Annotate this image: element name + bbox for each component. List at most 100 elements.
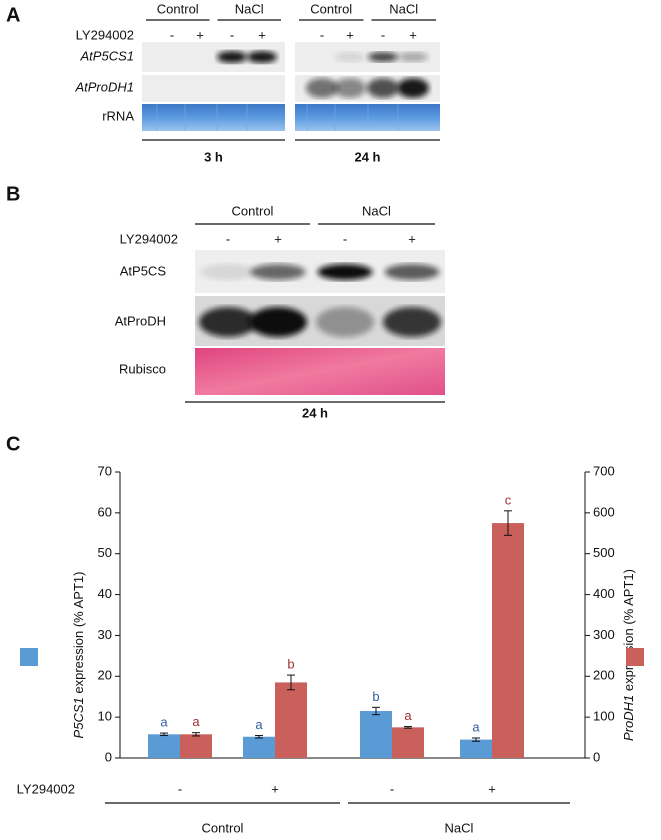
x-group-label: NaCl xyxy=(445,820,474,835)
y2-tick-label: 600 xyxy=(593,504,615,519)
condition-label: Control xyxy=(232,203,274,218)
condition-label: Control xyxy=(310,1,352,16)
row-label: AtProDH xyxy=(115,313,166,328)
legend-swatch xyxy=(626,648,644,666)
y2-axis-unit: expression (% APT1) xyxy=(621,569,636,695)
blot-band xyxy=(247,51,277,63)
y2-tick-label: 700 xyxy=(593,463,615,478)
x-tick-label: - xyxy=(390,781,394,796)
y2-axis-gene: ProDH1 xyxy=(621,695,636,741)
blot-band xyxy=(317,264,373,280)
row-label: AtP5CS xyxy=(120,263,167,278)
bar xyxy=(148,734,180,758)
y-axis-label: P5CS1 expression (% APT1) xyxy=(71,572,86,739)
y2-tick-label: 300 xyxy=(593,627,615,642)
y2-tick-label: 0 xyxy=(593,749,600,764)
row-label: AtProDH1 xyxy=(74,79,134,94)
x-group-label: Control xyxy=(202,820,244,835)
y2-tick-label: 200 xyxy=(593,668,615,683)
bar xyxy=(492,523,524,758)
row-label: AtP5CS1 xyxy=(80,48,134,63)
significance-letter: a xyxy=(160,715,168,730)
blot xyxy=(142,75,285,102)
y2-tick-label: 400 xyxy=(593,586,615,601)
lane-sign: - xyxy=(320,27,324,42)
treatment-label: LY294002 xyxy=(120,231,178,246)
time-label: 24 h xyxy=(302,405,328,420)
x-tick-label: - xyxy=(178,781,182,796)
bar xyxy=(460,739,492,758)
blot-band xyxy=(368,52,398,62)
blot-band xyxy=(306,78,338,98)
blot-band xyxy=(383,307,441,337)
y2-tick-label: 100 xyxy=(593,709,615,724)
error-bar xyxy=(287,674,295,691)
x-tick-label: + xyxy=(488,781,496,796)
y-tick-label: 70 xyxy=(98,463,112,478)
error-bar xyxy=(404,726,412,729)
bar xyxy=(243,736,275,758)
y-tick-label: 30 xyxy=(98,627,112,642)
significance-letter: c xyxy=(505,492,512,507)
panel-letter: A xyxy=(6,4,20,26)
lane-sign: + xyxy=(408,231,416,246)
significance-letter: a xyxy=(192,714,200,729)
lane-sign: - xyxy=(226,231,230,246)
significance-letter: b xyxy=(372,689,379,704)
blot xyxy=(295,104,440,131)
condition-label: NaCl xyxy=(235,1,264,16)
condition-label: Control xyxy=(157,1,199,16)
blot-band xyxy=(397,78,429,98)
bar xyxy=(275,682,307,758)
blot xyxy=(142,104,285,131)
blot-band xyxy=(217,51,247,63)
y-tick-label: 60 xyxy=(98,504,112,519)
blot-band xyxy=(250,264,306,280)
bar xyxy=(392,727,424,758)
panel-letter: C xyxy=(6,433,20,455)
y-tick-label: 20 xyxy=(98,668,112,683)
error-bar xyxy=(372,706,380,716)
legend-swatch xyxy=(20,648,38,666)
blot-band xyxy=(398,52,428,62)
y-axis-gene: P5CS1 xyxy=(71,697,86,738)
blot-band xyxy=(200,264,256,280)
blot-band xyxy=(367,78,399,98)
row-label: Rubisco xyxy=(119,361,166,376)
blot-band xyxy=(199,307,257,337)
lane-sign: + xyxy=(258,27,266,42)
panel-letter: B xyxy=(6,183,20,205)
error-bar xyxy=(192,732,200,737)
y-axis-unit: expression (% APT1) xyxy=(71,572,86,698)
error-bar xyxy=(160,732,168,737)
error-bar xyxy=(255,735,263,739)
lane-sign: - xyxy=(381,27,385,42)
y-tick-label: 40 xyxy=(98,586,112,601)
time-label: 24 h xyxy=(354,149,380,164)
blot-band xyxy=(334,78,366,98)
blot xyxy=(195,348,445,395)
treatment-label: LY294002 xyxy=(17,781,75,796)
error-bar xyxy=(504,510,512,536)
bar xyxy=(360,711,392,758)
condition-label: NaCl xyxy=(389,1,418,16)
lane-sign: + xyxy=(346,27,354,42)
bar xyxy=(180,734,212,758)
blot-band xyxy=(384,264,440,280)
y-tick-label: 10 xyxy=(98,709,112,724)
y2-tick-label: 500 xyxy=(593,545,615,560)
lane-sign: - xyxy=(343,231,347,246)
time-label: 3 h xyxy=(204,149,223,164)
significance-letter: a xyxy=(472,719,480,734)
blot-band xyxy=(335,52,365,62)
y-tick-label: 50 xyxy=(98,545,112,560)
condition-label: NaCl xyxy=(362,203,391,218)
significance-letter: a xyxy=(255,717,263,732)
blot-band xyxy=(249,307,307,337)
x-tick-label: + xyxy=(271,781,279,796)
row-label: rRNA xyxy=(102,108,134,123)
blot-band xyxy=(316,307,374,337)
lane-sign: - xyxy=(230,27,234,42)
significance-letter: a xyxy=(404,708,412,723)
